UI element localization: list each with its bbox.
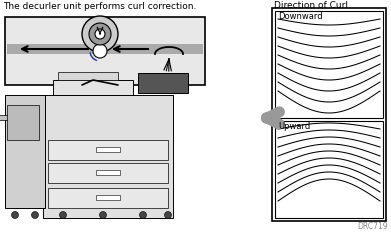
Bar [272,8,386,221]
Text: DRC719: DRC719 [357,222,388,231]
Text: Downward: Downward [278,12,323,21]
Bar [7,44,203,54]
Bar [48,188,168,208]
Bar [58,72,118,80]
Bar [43,95,173,218]
Circle shape [11,212,18,219]
Bar [96,147,120,152]
Circle shape [95,29,105,39]
Text: The decurler unit performs curl correction.: The decurler unit performs curl correcti… [3,2,196,11]
Bar [0,115,11,120]
Bar [138,73,188,93]
Text: Upward: Upward [278,122,310,131]
Circle shape [82,16,118,52]
Bar [48,140,168,160]
Circle shape [89,23,111,45]
Bar [275,11,383,118]
Circle shape [32,212,38,219]
Bar [275,121,383,218]
Circle shape [99,212,106,219]
Bar [5,17,205,85]
Bar [96,170,120,175]
Circle shape [140,212,147,219]
Bar [7,105,39,140]
Text: Direction of Curl: Direction of Curl [274,1,348,10]
Bar [96,195,120,200]
Bar [48,163,168,183]
Circle shape [165,212,172,219]
Bar [53,80,133,95]
Circle shape [59,212,66,219]
Bar [5,95,45,208]
Circle shape [93,44,107,58]
